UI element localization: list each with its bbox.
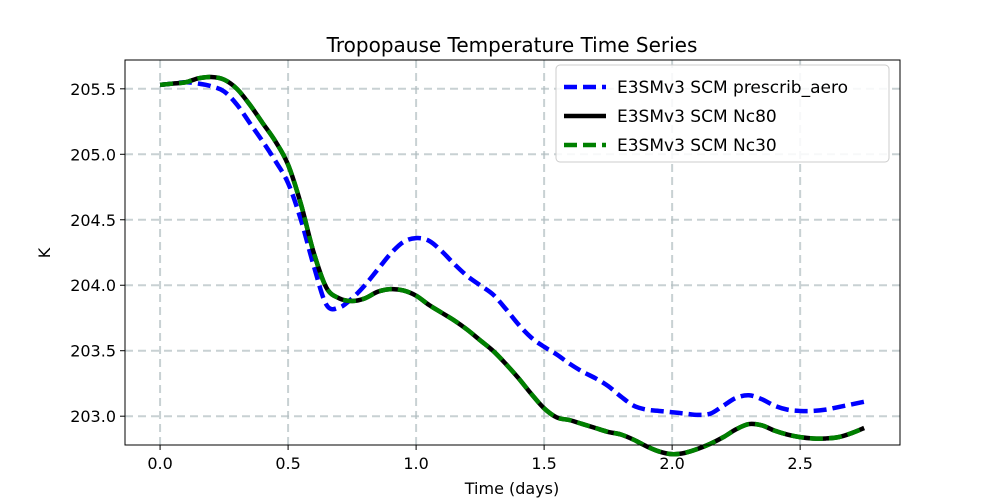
chart-title: Tropopause Temperature Time Series — [326, 33, 698, 57]
y-tick-label: 203.5 — [70, 342, 116, 361]
series-lines — [159, 74, 866, 457]
x-axis-label: Time (days) — [464, 479, 560, 498]
x-tick-label: 2.5 — [787, 454, 812, 473]
x-tick-label: 1.5 — [531, 454, 556, 473]
legend-label-nc80: E3SMv3 SCM Nc80 — [617, 107, 777, 127]
series-line-prescrib-aero — [159, 80, 865, 418]
axis-ticks: 0.0 0.5 1.0 1.5 2.0 2.5 203.0 203.5 204.0 204.5 20… — [70, 80, 813, 473]
y-axis-label: K — [35, 247, 54, 258]
y-tick-label: 205.5 — [70, 80, 116, 99]
legend-label-nc30: E3SMv3 SCM Nc30 — [617, 136, 777, 156]
series-line-nc30 — [159, 74, 866, 457]
plot-frame — [124, 59, 901, 446]
x-tick-label: 1.0 — [403, 454, 428, 473]
x-tick-label: 0.0 — [147, 454, 172, 473]
y-tick-label: 203.0 — [70, 407, 116, 426]
x-tick-label: 2.0 — [659, 454, 684, 473]
legend: E3SMv3 SCM prescrib_aero E3SMv3 SCM Nc80… — [555, 64, 890, 163]
legend-label-prescrib-aero: E3SMv3 SCM prescrib_aero — [617, 78, 848, 98]
x-tick-label: 0.5 — [275, 454, 300, 473]
y-tick-label: 204.0 — [70, 276, 116, 295]
y-tick-label: 205.0 — [70, 145, 116, 164]
y-tick-label: 204.5 — [70, 211, 116, 230]
legend-box — [555, 64, 890, 163]
